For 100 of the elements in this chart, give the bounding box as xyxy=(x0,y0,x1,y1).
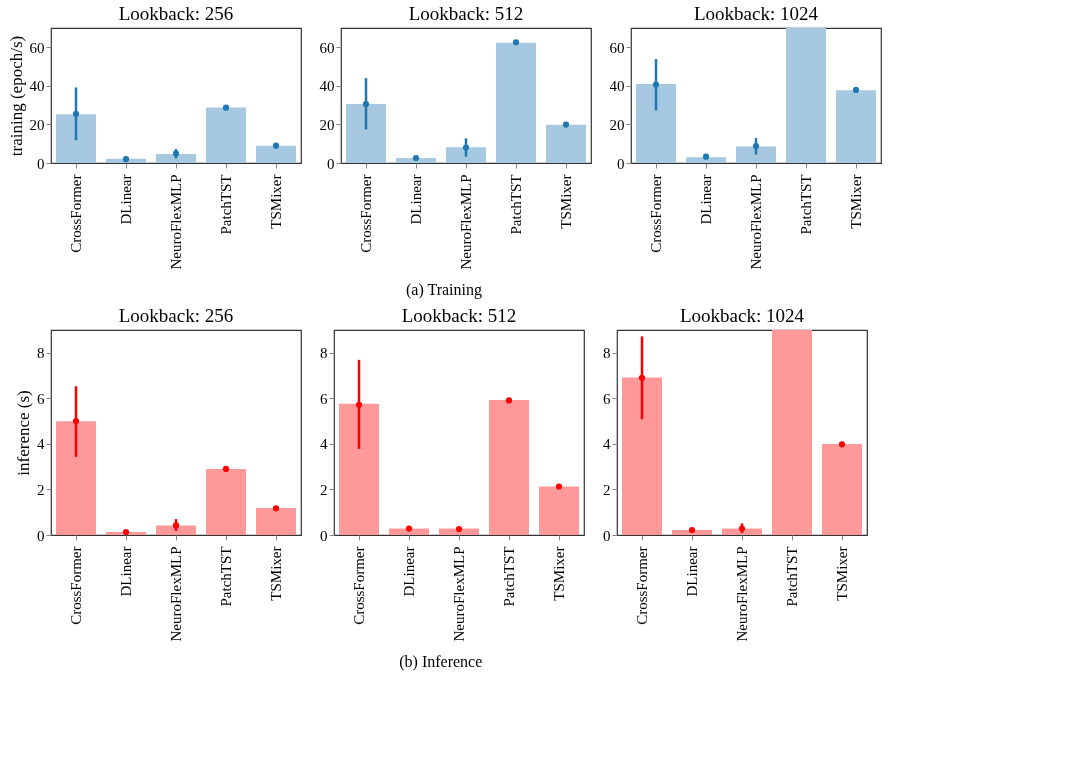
x-tick-label: DLinear xyxy=(408,174,424,225)
point xyxy=(562,121,570,128)
point xyxy=(702,153,710,160)
x-tick-label: NeuroFlexMLP xyxy=(451,546,467,642)
chart-title: Lookback: 512 xyxy=(408,3,524,24)
x-tick-label: NeuroFlexMLP xyxy=(458,174,474,270)
bar xyxy=(56,114,96,163)
x-tick-label: DLinear xyxy=(684,546,700,597)
x-tick-label: TSMixer xyxy=(268,174,284,229)
bar xyxy=(56,421,96,535)
y-tick-label: 6 xyxy=(603,390,611,407)
x-tick-label: PatchTST xyxy=(218,174,234,235)
x-tick-label: DLinear xyxy=(118,174,134,225)
x-tick-label: DLinear xyxy=(401,546,417,597)
bar xyxy=(489,399,529,535)
y-tick-label: 8 xyxy=(603,345,611,362)
point xyxy=(272,505,280,512)
y-tick-label: 8 xyxy=(320,345,328,362)
bar xyxy=(622,377,662,535)
y-tick-label: 20 xyxy=(319,116,335,133)
y-tick-label: 8 xyxy=(37,345,45,362)
y-tick-label: 0 xyxy=(617,155,625,172)
y-tick-label: 4 xyxy=(37,436,45,453)
x-tick-label: NeuroFlexMLP xyxy=(734,546,750,642)
y-tick-label: 6 xyxy=(37,390,45,407)
x-tick-label: TSMixer xyxy=(848,174,864,229)
text: (b) Inference xyxy=(399,652,483,671)
bar xyxy=(256,145,296,163)
y-tick-label: 0 xyxy=(603,527,611,544)
bar xyxy=(339,403,379,535)
point xyxy=(412,154,420,162)
bar xyxy=(636,84,676,163)
bar xyxy=(206,107,246,163)
point xyxy=(272,142,280,149)
bar xyxy=(256,507,296,535)
point xyxy=(505,397,513,404)
x-tick-label: NeuroFlexMLP xyxy=(748,174,764,270)
y-tick-label: 0 xyxy=(327,155,335,172)
x-tick-label: TSMixer xyxy=(834,546,850,601)
text: (a) Training xyxy=(406,280,482,299)
point xyxy=(852,86,860,93)
y-tick-label: 4 xyxy=(603,436,611,453)
x-tick-label: NeuroFlexMLP xyxy=(168,174,184,270)
y-tick-label: 40 xyxy=(319,78,335,95)
bar xyxy=(346,103,386,163)
bar xyxy=(396,157,436,163)
x-tick-label: CrossFormer xyxy=(351,546,367,625)
bar xyxy=(686,157,726,163)
bar xyxy=(539,486,579,535)
y-tick-label: 0 xyxy=(37,155,45,172)
bar xyxy=(822,443,862,535)
y-tick-label: 20 xyxy=(609,116,625,133)
chart-title: Lookback: 256 xyxy=(118,305,234,326)
y-tick-label: 40 xyxy=(609,78,625,95)
x-tick-label: NeuroFlexMLP xyxy=(168,546,184,642)
bar xyxy=(446,147,486,163)
bar xyxy=(156,153,196,163)
y-tick-label: 40 xyxy=(29,78,45,95)
x-tick-label: TSMixer xyxy=(551,546,567,601)
point xyxy=(122,528,130,536)
chart-title: Lookback: 1024 xyxy=(693,3,819,24)
y-axis-title: training (epoch/s) xyxy=(6,35,26,157)
y-tick-label: 20 xyxy=(29,116,45,133)
y-tick-label: 60 xyxy=(29,39,45,56)
bar xyxy=(736,146,776,163)
y-axis-title: inference (s) xyxy=(14,390,33,476)
y-tick-label: 2 xyxy=(603,481,611,498)
x-tick-label: CrossFormer xyxy=(68,546,84,625)
y-tick-label: 60 xyxy=(319,39,335,56)
bar xyxy=(672,529,712,535)
point xyxy=(512,39,520,46)
x-tick-label: CrossFormer xyxy=(358,174,374,253)
bar xyxy=(206,468,246,535)
bar xyxy=(156,525,196,535)
x-tick-label: TSMixer xyxy=(268,546,284,601)
bar xyxy=(772,330,812,535)
x-tick-label: DLinear xyxy=(118,546,134,597)
point xyxy=(405,525,413,532)
chart-title: Lookback: 512 xyxy=(401,305,517,326)
point xyxy=(455,526,463,533)
bar xyxy=(496,42,536,163)
y-tick-label: 6 xyxy=(320,390,328,407)
x-tick-label: PatchTST xyxy=(508,174,524,235)
y-tick-label: 4 xyxy=(320,436,328,453)
bar xyxy=(546,124,586,163)
point xyxy=(222,104,230,111)
point xyxy=(838,441,846,448)
point xyxy=(688,526,696,534)
x-tick-label: CrossFormer xyxy=(68,174,84,253)
point xyxy=(555,483,563,490)
y-tick-label: 60 xyxy=(609,39,625,56)
x-tick-label: PatchTST xyxy=(218,546,234,607)
x-tick-label: TSMixer xyxy=(558,174,574,229)
point xyxy=(222,465,230,473)
chart-title: Lookback: 256 xyxy=(118,3,234,24)
x-tick-label: CrossFormer xyxy=(648,174,664,253)
y-tick-label: 0 xyxy=(320,527,328,544)
y-tick-label: 0 xyxy=(37,527,45,544)
x-tick-label: DLinear xyxy=(698,174,714,225)
y-tick-label: 2 xyxy=(37,481,45,498)
